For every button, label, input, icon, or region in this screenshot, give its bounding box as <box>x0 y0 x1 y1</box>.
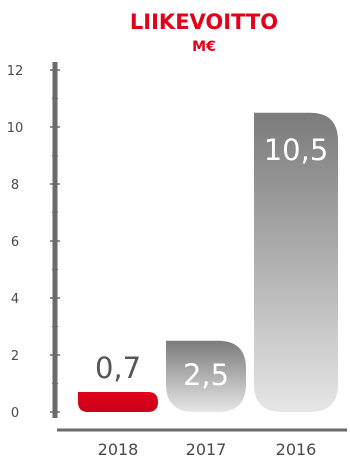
y-tick-label: 12 <box>7 64 24 79</box>
y-tick-label: 2 <box>11 349 19 364</box>
y-tick-label: 8 <box>11 178 19 193</box>
y-tick-label: 4 <box>11 292 19 307</box>
x-axis-labels: 2018 2017 2016 <box>98 440 317 459</box>
bars: 0,7 2,5 10,5 <box>78 112 338 412</box>
x-tick-label: 2017 <box>186 440 227 459</box>
x-tick-label: 2016 <box>276 440 317 459</box>
chart-subtitle: M€ <box>192 39 216 55</box>
bar-2018 <box>78 392 158 412</box>
y-tick-label: 0 <box>11 406 19 421</box>
y-tick-label: 6 <box>11 235 19 250</box>
chart-title: LIIKEVOITTO <box>130 10 278 34</box>
y-tick-label: 10 <box>7 121 24 136</box>
bar-value-label: 2,5 <box>183 358 229 392</box>
bar-2017 <box>166 340 246 412</box>
bar-2016 <box>254 112 338 412</box>
x-tick-label: 2018 <box>98 440 139 459</box>
y-axis-ticks: 0 2 4 6 8 10 12 <box>7 64 60 421</box>
bar-value-label: 0,7 <box>95 351 141 385</box>
bar-value-label: 10,5 <box>264 133 329 167</box>
